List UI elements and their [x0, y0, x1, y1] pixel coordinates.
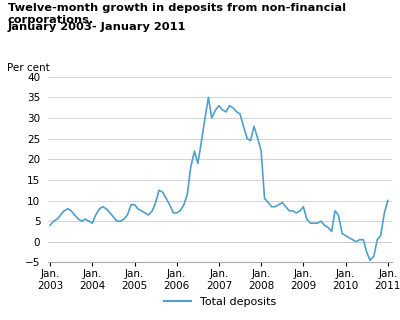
Total deposits [220, 108, 225, 112]
Total deposits [245, 137, 250, 140]
Legend: Total deposits: Total deposits [159, 292, 281, 311]
Total deposits [136, 207, 140, 211]
Total deposits [368, 259, 372, 262]
Total deposits [385, 199, 390, 203]
Total deposits [58, 213, 63, 217]
Text: January 2003- January 2011: January 2003- January 2011 [8, 22, 186, 32]
Total deposits [206, 95, 211, 99]
Total deposits [48, 223, 52, 227]
Text: Twelve-month growth in deposits from non-financial corporations.: Twelve-month growth in deposits from non… [8, 3, 346, 25]
Total deposits [72, 213, 77, 217]
Total deposits [312, 221, 316, 225]
Line: Total deposits: Total deposits [50, 97, 388, 260]
Text: Per cent: Per cent [7, 63, 50, 73]
